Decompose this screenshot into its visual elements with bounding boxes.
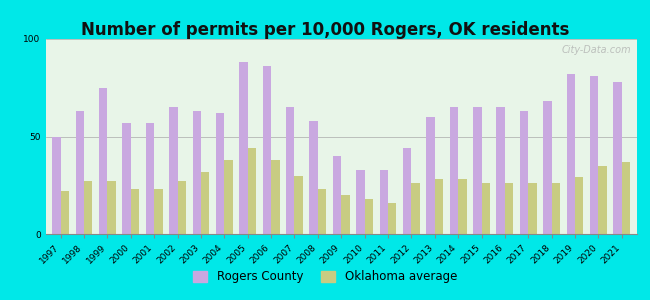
Bar — [567, 74, 575, 234]
Bar — [107, 181, 116, 234]
Bar — [403, 148, 411, 234]
Text: Number of permits per 10,000 Rogers, OK residents: Number of permits per 10,000 Rogers, OK … — [81, 21, 569, 39]
Text: City-Data.com: City-Data.com — [562, 45, 631, 55]
Bar — [365, 199, 373, 234]
Bar — [318, 189, 326, 234]
Bar — [380, 170, 388, 234]
Bar — [458, 179, 467, 234]
Bar — [388, 203, 396, 234]
Bar — [146, 123, 154, 234]
Bar — [333, 156, 341, 234]
Bar — [201, 172, 209, 234]
Bar — [75, 111, 84, 234]
Bar — [450, 107, 458, 234]
Bar — [131, 189, 139, 234]
Bar — [309, 121, 318, 234]
Bar — [60, 191, 69, 234]
Bar — [177, 181, 186, 234]
Bar — [528, 183, 537, 234]
Bar — [505, 183, 514, 234]
Bar — [435, 179, 443, 234]
Bar — [575, 177, 584, 234]
Bar — [192, 111, 201, 234]
Bar — [286, 107, 294, 234]
Bar — [239, 62, 248, 234]
Bar — [356, 170, 365, 234]
Bar — [263, 66, 271, 234]
Bar — [599, 166, 607, 234]
Legend: Rogers County, Oklahoma average: Rogers County, Oklahoma average — [188, 266, 462, 288]
Bar — [154, 189, 162, 234]
Bar — [52, 136, 60, 234]
Bar — [590, 76, 599, 234]
Bar — [99, 88, 107, 234]
Bar — [294, 176, 303, 234]
Bar — [411, 183, 420, 234]
Bar — [614, 82, 622, 234]
Bar — [169, 107, 177, 234]
Bar — [248, 148, 256, 234]
Bar — [426, 117, 435, 234]
Bar — [622, 162, 630, 234]
Bar — [271, 160, 280, 234]
Bar — [224, 160, 233, 234]
Bar — [543, 101, 552, 234]
Bar — [122, 123, 131, 234]
Bar — [84, 181, 92, 234]
Bar — [473, 107, 482, 234]
Bar — [497, 107, 505, 234]
Bar — [520, 111, 528, 234]
Bar — [552, 183, 560, 234]
Bar — [341, 195, 350, 234]
Bar — [216, 113, 224, 234]
Bar — [482, 183, 490, 234]
